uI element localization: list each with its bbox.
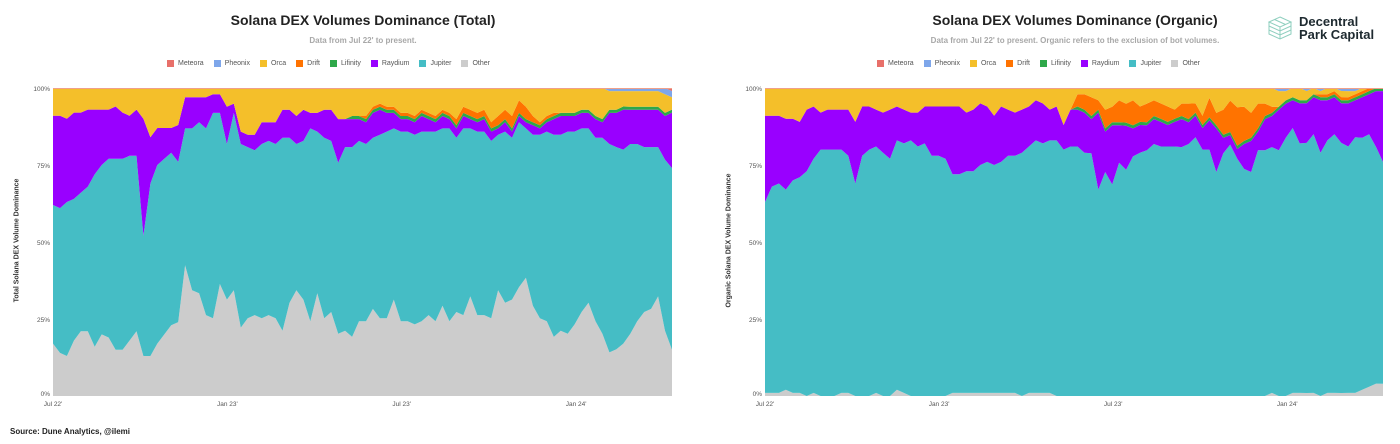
chart-subtitle-organic: Data from Jul 22' to present. Organic re…	[930, 36, 1220, 45]
legend-swatch	[213, 60, 221, 67]
legend-item-lifinity: Lifinity	[330, 60, 361, 67]
y-tick-label: 75%	[37, 163, 50, 170]
logo-text-line1: Decentral	[1299, 14, 1359, 29]
legend-item-raydium: Raydium	[370, 60, 410, 67]
legend-item-other: Other	[1171, 60, 1200, 67]
chart-subtitle-total: Data from Jul 22' to present.	[309, 36, 417, 45]
legend-label: Raydium	[381, 60, 410, 67]
area-raydium	[53, 94, 672, 236]
legend-swatch	[167, 60, 174, 67]
legend-label: Jupiter	[430, 60, 452, 67]
source-note: Source: Dune Analytics, @ilemi	[10, 427, 130, 436]
chart-title-organic: Solana DEX Volumes Dominance (Organic)	[932, 12, 1218, 28]
legend-item-drift: Drift	[1006, 60, 1030, 67]
legend-label: Orca	[270, 60, 287, 67]
legend-swatch	[1040, 60, 1047, 67]
area-orca	[53, 88, 672, 138]
logo: Decentral Park Capital	[1267, 15, 1374, 41]
legend-item-drift: Drift	[296, 60, 320, 67]
legend-swatch	[419, 60, 427, 67]
legend-item-other: Other	[461, 60, 490, 67]
legend-total: Meteora Pheonix Orca Drift Lifinity Raydium Ju…	[167, 60, 490, 67]
legend-swatch	[1129, 60, 1137, 67]
y-tick-label: 50%	[749, 240, 762, 247]
legend-item-jupiter: Jupiter	[419, 60, 451, 67]
legend-label: Pheonix	[224, 60, 250, 67]
y-tick-label: 0%	[41, 391, 51, 398]
legend-item-pheonix: Pheonix	[923, 60, 960, 67]
y-tick-label: 50%	[37, 240, 50, 247]
y-tick-label: 25%	[749, 317, 762, 324]
legend-swatch	[330, 60, 337, 67]
legend-label: Lifinity	[1051, 60, 1071, 67]
logo-cube-icon	[1267, 16, 1293, 40]
area-raydium	[765, 91, 1383, 202]
legend-label: Raydium	[1091, 60, 1120, 67]
legend-label: Meteora	[888, 60, 914, 67]
area-lifinity	[765, 88, 1383, 149]
legend-swatch	[877, 60, 884, 67]
legend-swatch	[1080, 60, 1088, 67]
plot-organic: 0% 25% 50% 75% 100% Jul 22' Jan 23' Jul 23' Jan …	[745, 86, 1383, 408]
y-tick-label: 100%	[745, 86, 762, 93]
legend-swatch	[969, 60, 977, 67]
legend-swatch	[370, 60, 378, 67]
legend-label: Meteora	[178, 60, 204, 67]
legend-item-jupiter: Jupiter	[1129, 60, 1161, 67]
x-tick-label: Jul 22'	[756, 401, 775, 408]
legend-swatch	[923, 60, 931, 67]
legend-swatch	[1171, 60, 1179, 67]
legend-label: Drift	[1017, 60, 1030, 67]
legend-item-meteora: Meteora	[877, 60, 914, 67]
area-orca	[765, 88, 1383, 125]
legend-item-lifinity: Lifinity	[1040, 60, 1071, 67]
legend-label: Other	[1182, 60, 1200, 67]
legend-swatch	[461, 60, 469, 67]
legend-label: Other	[472, 60, 490, 67]
legend-swatch	[259, 60, 267, 67]
legend-label: Drift	[307, 60, 320, 67]
area-drift	[765, 88, 1383, 146]
area-other	[53, 265, 672, 396]
legend-item-meteora: Meteora	[167, 60, 204, 67]
legend-item-raydium: Raydium	[1080, 60, 1120, 67]
x-tick-label: Jan 23'	[929, 401, 950, 408]
legend-label: Pheonix	[934, 60, 960, 67]
legend-label: Orca	[980, 60, 997, 67]
logo-text-line2: Park Capital	[1299, 27, 1375, 42]
y-tick-label: 75%	[749, 163, 762, 170]
legend-swatch	[1006, 60, 1014, 67]
chart-title-total: Solana DEX Volumes Dominance (Total)	[230, 12, 496, 28]
area-drift	[53, 94, 672, 138]
x-tick-label: Jul 23'	[392, 401, 411, 408]
y-tick-label: 25%	[37, 317, 50, 324]
legend-label: Jupiter	[1140, 60, 1162, 67]
legend-item-pheonix: Pheonix	[213, 60, 250, 67]
area-jupiter	[53, 112, 672, 357]
legend-swatch	[296, 60, 304, 67]
x-tick-label: Jul 22'	[44, 401, 63, 408]
y-tick-label: 100%	[33, 86, 50, 93]
x-tick-label: Jan 23'	[217, 401, 238, 408]
legend-label: Lifinity	[341, 60, 361, 67]
legend-item-orca: Orca	[969, 60, 997, 67]
plot-total: 0% 25% 50% 75% 100% Jul 22' Jan 23' Jul 23' Jan …	[33, 86, 672, 408]
x-tick-label: Jan 24'	[1277, 401, 1298, 408]
x-tick-label: Jul 23'	[1104, 401, 1123, 408]
legend-organic: Meteora Pheonix Orca Drift Lifinity Raydium Ju…	[877, 60, 1200, 67]
x-tick-label: Jan 24'	[566, 401, 587, 408]
legend-item-orca: Orca	[259, 60, 287, 67]
y-tick-label: 0%	[753, 391, 763, 398]
area-jupiter	[765, 128, 1383, 396]
